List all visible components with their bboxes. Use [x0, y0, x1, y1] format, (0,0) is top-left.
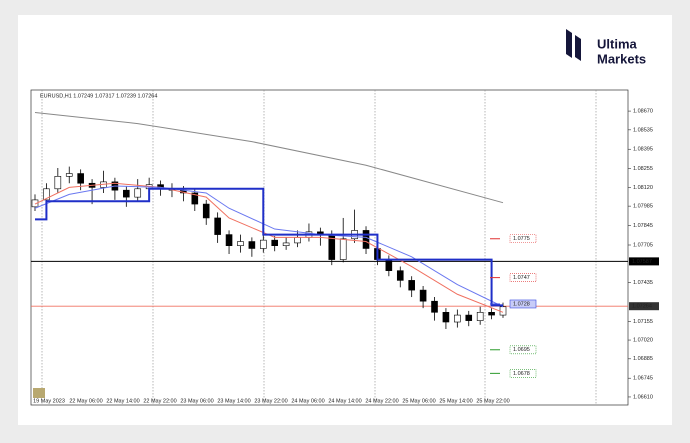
x-tick-label: 24 May 22:00 — [365, 398, 398, 404]
y-tick-label: 1.07155 — [633, 319, 653, 325]
x-tick-label: 22 May 06:00 — [69, 398, 102, 404]
price-box — [629, 257, 659, 266]
level-box — [509, 345, 537, 355]
chart-title: EURUSD,H1 1.07249 1.07317 1.07239 1.0726… — [40, 93, 157, 99]
x-tick-label: 25 May 14:00 — [439, 398, 472, 404]
y-tick-label: 1.08535 — [633, 127, 653, 133]
price-box-label: 1.07264 — [632, 304, 652, 310]
y-tick-label: 1.06745 — [633, 376, 653, 382]
candle-body — [54, 176, 62, 190]
candle-body — [431, 300, 438, 313]
candle-body — [419, 289, 427, 302]
candle-body — [339, 238, 347, 260]
candle-body — [362, 230, 370, 249]
level-label: 1.0695 — [513, 347, 530, 353]
y-tick-label: 1.07020 — [633, 338, 653, 344]
indicator-line — [35, 187, 503, 307]
level-box — [509, 369, 537, 378]
candle-body — [282, 242, 290, 246]
y-tick-label: 1.07435 — [633, 280, 653, 286]
candle-body — [77, 173, 84, 184]
y-tick-label: 1.08120 — [633, 185, 653, 191]
candle-body — [396, 270, 404, 281]
y-tick-label: 1.06610 — [633, 394, 653, 400]
level-box — [509, 234, 537, 244]
x-tick-label: 25 May 06:00 — [402, 398, 435, 404]
x-tick-label: 24 May 14:00 — [328, 398, 361, 404]
level-label: 1.0747 — [513, 275, 530, 281]
level-label: 1.0728 — [513, 301, 530, 307]
y-tick-label: 1.07705 — [633, 242, 653, 248]
indicator-line — [34, 185, 504, 308]
level-label: 1.0678 — [513, 371, 530, 377]
y-tick-label: 1.07845 — [633, 223, 653, 229]
candle-body — [385, 259, 393, 271]
candle-body — [294, 237, 301, 244]
candle-body — [191, 192, 199, 205]
brand-line: Ultima — [597, 36, 638, 51]
brand-line: Markets — [597, 51, 646, 66]
y-tick-label: 1.08670 — [633, 109, 653, 115]
candle-body — [134, 188, 142, 198]
candle-body — [488, 312, 495, 316]
y-tick-label: 1.08395 — [633, 147, 653, 153]
price-box — [629, 302, 659, 311]
candle-body — [225, 234, 233, 246]
x-tick-label: 22 May 14:00 — [106, 398, 139, 404]
indicator-line — [34, 111, 504, 204]
x-tick-label: 23 May 06:00 — [180, 398, 213, 404]
x-tick-label: 22 May 22:00 — [143, 398, 176, 404]
x-tick-label: 24 May 06:00 — [291, 398, 324, 404]
candle-body — [408, 280, 415, 291]
candle-body — [442, 312, 450, 323]
y-tick-label: 1.06885 — [633, 356, 653, 362]
candle-body — [31, 199, 39, 208]
level-box — [509, 273, 537, 282]
candle-body — [259, 239, 267, 249]
level-label: 1.0775 — [513, 236, 530, 242]
candle-body — [43, 188, 50, 201]
candle-body — [454, 314, 461, 323]
candle-body — [237, 241, 244, 246]
candle-body — [65, 173, 73, 177]
price-box-label: 1.07587 — [632, 259, 652, 265]
x-tick-label: 23 May 22:00 — [254, 398, 287, 404]
candle-body — [499, 306, 507, 316]
y-tick-label: 1.08255 — [633, 166, 653, 172]
indicator-line — [34, 182, 504, 313]
x-tick-label: 19 May 2023 — [33, 398, 65, 404]
x-tick-label: 23 May 14:00 — [217, 398, 250, 404]
candle-body — [123, 189, 130, 198]
level-box — [509, 299, 537, 309]
candle-body — [476, 312, 484, 321]
candle-body — [271, 239, 279, 246]
icon — [33, 388, 45, 398]
y-tick-label: 1.07985 — [633, 204, 653, 210]
candle-body — [202, 203, 210, 219]
candle-body — [248, 241, 256, 249]
x-tick-label: 25 May 22:00 — [476, 398, 509, 404]
candle-body — [214, 217, 221, 235]
logo: Ultima Markets — [566, 29, 646, 66]
candle-body — [465, 314, 473, 321]
